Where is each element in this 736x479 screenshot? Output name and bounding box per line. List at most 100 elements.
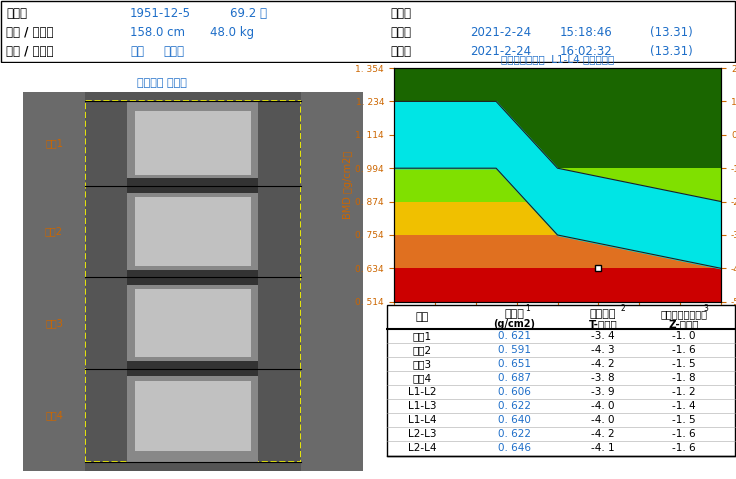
Text: 0. 621: 0. 621 bbox=[498, 331, 531, 341]
Text: 0. 606: 0. 606 bbox=[498, 387, 531, 397]
Text: (g/cm2): (g/cm2) bbox=[493, 319, 536, 329]
Text: 15:18:46: 15:18:46 bbox=[560, 25, 613, 39]
Text: -4. 2: -4. 2 bbox=[591, 429, 615, 439]
Text: (13.31): (13.31) bbox=[650, 45, 693, 57]
Text: -3. 8: -3. 8 bbox=[591, 373, 615, 383]
Text: -1. 8: -1. 8 bbox=[672, 373, 696, 383]
Text: 腰椎3: 腰椎3 bbox=[45, 318, 63, 328]
Text: 腰椎2: 腰椎2 bbox=[45, 227, 63, 237]
Text: L2-L4: L2-L4 bbox=[408, 443, 436, 453]
Bar bbox=[387, 305, 735, 456]
Text: -1. 2: -1. 2 bbox=[672, 387, 696, 397]
Text: 测量：: 测量： bbox=[390, 25, 411, 39]
Text: 身高 / 体重：: 身高 / 体重： bbox=[6, 25, 54, 39]
Bar bbox=[127, 178, 258, 194]
Text: 腰椎3: 腰椎3 bbox=[413, 359, 432, 369]
Point bbox=[80, 183, 89, 189]
Text: 腰椎1: 腰椎1 bbox=[45, 138, 63, 148]
Text: 年轻成人: 年轻成人 bbox=[590, 309, 616, 319]
Text: 2021-2-24: 2021-2-24 bbox=[470, 25, 531, 39]
Text: 区域: 区域 bbox=[416, 312, 429, 322]
Text: T-值评分: T-值评分 bbox=[588, 319, 618, 329]
Text: -4. 1: -4. 1 bbox=[591, 443, 615, 453]
Text: -1. 4: -1. 4 bbox=[672, 401, 696, 411]
Text: 158.0 cm: 158.0 cm bbox=[130, 25, 185, 39]
Bar bbox=[23, 92, 85, 471]
Y-axis label: BMD （g/cm2）: BMD （g/cm2） bbox=[343, 151, 353, 219]
Text: 医生：: 医生： bbox=[390, 7, 411, 20]
Bar bbox=[135, 111, 251, 175]
Bar bbox=[135, 289, 251, 357]
Title: 骨密度仪参考：  L1-L4 （骨密度）: 骨密度仪参考： L1-L4 （骨密度） bbox=[501, 55, 614, 65]
Text: 3: 3 bbox=[704, 304, 708, 313]
Text: 腰椎4: 腰椎4 bbox=[413, 373, 432, 383]
Text: -1. 6: -1. 6 bbox=[672, 429, 696, 439]
Text: -1. 5: -1. 5 bbox=[672, 359, 696, 369]
Text: 2: 2 bbox=[620, 304, 625, 313]
Text: -4. 3: -4. 3 bbox=[591, 345, 615, 355]
Bar bbox=[85, 101, 301, 462]
Text: 腰椎1: 腰椎1 bbox=[413, 331, 432, 341]
Text: 与同年龄正常人群: 与同年龄正常人群 bbox=[660, 309, 707, 319]
Text: L1-L2: L1-L2 bbox=[408, 387, 436, 397]
Text: 正位脊柱 骨密度: 正位脊柱 骨密度 bbox=[137, 78, 187, 88]
Text: 0. 687: 0. 687 bbox=[498, 373, 531, 383]
Text: 0. 640: 0. 640 bbox=[498, 415, 531, 425]
Text: 16:02:32: 16:02:32 bbox=[560, 45, 613, 57]
Text: 亚裔人: 亚裔人 bbox=[163, 45, 184, 57]
Text: -3. 9: -3. 9 bbox=[591, 387, 615, 397]
Text: -1. 0: -1. 0 bbox=[672, 331, 696, 341]
Bar bbox=[127, 101, 258, 462]
Bar bbox=[127, 361, 258, 376]
Text: Z-值评分: Z-值评分 bbox=[668, 319, 699, 329]
Point bbox=[297, 98, 305, 103]
Text: 分析：: 分析： bbox=[390, 45, 411, 57]
Text: 性别 / 种族：: 性别 / 种族： bbox=[6, 45, 54, 57]
Point bbox=[80, 459, 89, 465]
Text: L1-L3: L1-L3 bbox=[408, 401, 436, 411]
Bar bbox=[394, 168, 721, 202]
Text: 1951-12-5: 1951-12-5 bbox=[130, 7, 191, 20]
Text: -1. 6: -1. 6 bbox=[672, 345, 696, 355]
Bar bbox=[127, 270, 258, 285]
Text: 2021-2-24: 2021-2-24 bbox=[470, 45, 531, 57]
Text: 0. 622: 0. 622 bbox=[498, 429, 531, 439]
Bar bbox=[394, 202, 721, 235]
Text: -1. 5: -1. 5 bbox=[672, 415, 696, 425]
Text: 腰椎4: 腰椎4 bbox=[45, 411, 63, 421]
Point bbox=[297, 459, 305, 465]
Text: -4. 0: -4. 0 bbox=[591, 401, 615, 411]
Text: 0. 651: 0. 651 bbox=[498, 359, 531, 369]
Point bbox=[80, 98, 89, 103]
Text: 女性: 女性 bbox=[130, 45, 144, 57]
Point bbox=[297, 366, 305, 372]
Bar bbox=[135, 197, 251, 266]
Text: 69.2 年: 69.2 年 bbox=[230, 7, 267, 20]
Text: -4. 2: -4. 2 bbox=[591, 359, 615, 369]
Point bbox=[80, 274, 89, 280]
Text: -1. 6: -1. 6 bbox=[672, 443, 696, 453]
Text: 1: 1 bbox=[526, 304, 530, 313]
Bar bbox=[394, 268, 721, 302]
Bar bbox=[135, 380, 251, 451]
Bar bbox=[301, 92, 363, 471]
Text: L1-L4: L1-L4 bbox=[408, 415, 436, 425]
Point bbox=[297, 274, 305, 280]
Text: 生日：: 生日： bbox=[6, 7, 27, 20]
Text: (13.31): (13.31) bbox=[650, 25, 693, 39]
Bar bbox=[394, 68, 721, 168]
Text: 腰椎2: 腰椎2 bbox=[413, 345, 432, 355]
X-axis label: 年龄（岁）: 年龄（岁） bbox=[542, 323, 573, 333]
Text: 0. 646: 0. 646 bbox=[498, 443, 531, 453]
Text: 48.0 kg: 48.0 kg bbox=[210, 25, 254, 39]
Bar bbox=[23, 92, 363, 471]
Text: 骨密度: 骨密度 bbox=[504, 309, 525, 319]
Text: -4. 0: -4. 0 bbox=[591, 415, 615, 425]
Text: -3. 4: -3. 4 bbox=[591, 331, 615, 341]
Point bbox=[80, 366, 89, 372]
Text: L2-L3: L2-L3 bbox=[408, 429, 436, 439]
Text: 0. 622: 0. 622 bbox=[498, 401, 531, 411]
Point bbox=[297, 183, 305, 189]
Bar bbox=[394, 235, 721, 268]
Text: 0. 591: 0. 591 bbox=[498, 345, 531, 355]
